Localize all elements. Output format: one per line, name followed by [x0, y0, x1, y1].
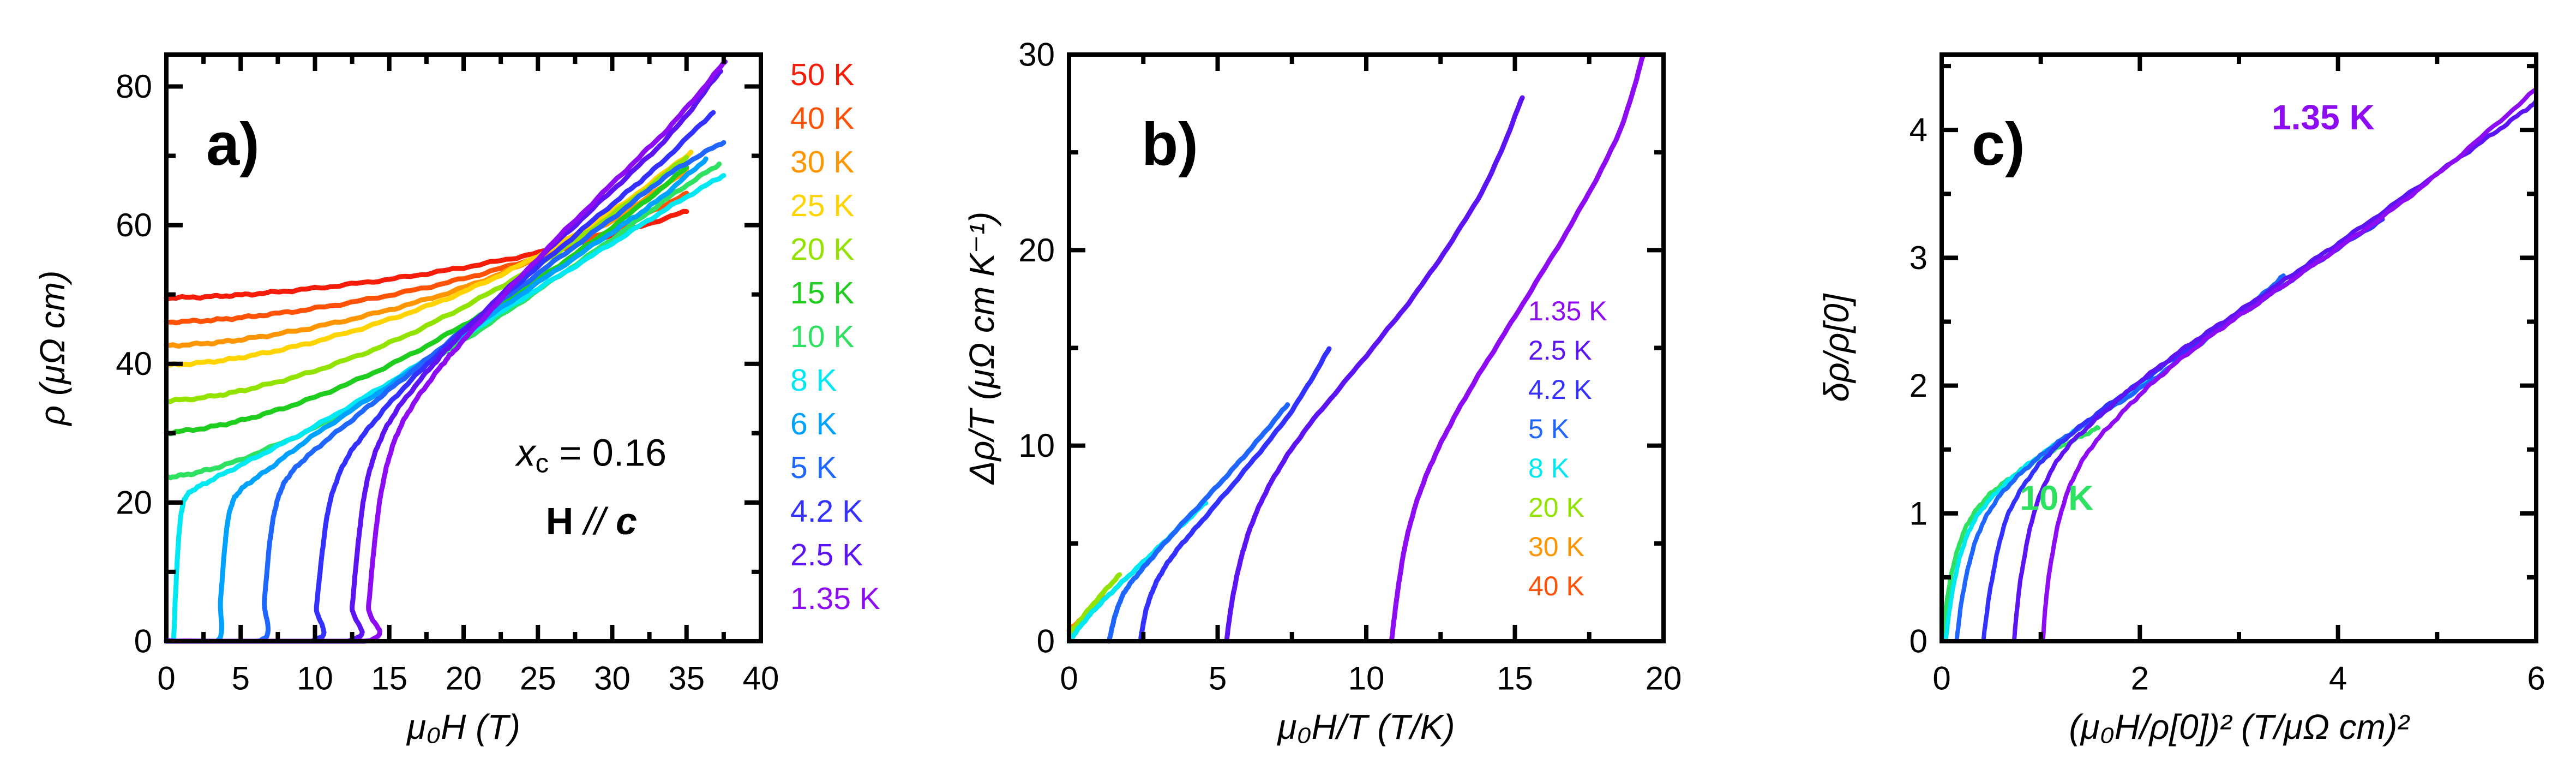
- legend-item-5-k-a: 5 K: [790, 450, 837, 485]
- legend-item-20-k-a: 20 K: [790, 232, 854, 267]
- x-tick-label-a: 20: [446, 660, 482, 697]
- series-2p5-k-c: [2011, 98, 2538, 643]
- legend-item-8-k-a: 8 K: [790, 363, 837, 398]
- x-tick-label-b: 5: [1209, 660, 1227, 697]
- series-5-k-a: [164, 140, 726, 644]
- series-6-k-a: [164, 156, 708, 644]
- series-5-k-c: [1954, 273, 2286, 643]
- annotation-temp-1p35K: 1.35 K: [2272, 98, 2375, 137]
- y-tick-label-b: 30: [1018, 37, 1055, 73]
- x-tick-label-a: 10: [297, 660, 333, 697]
- y-tick-label-c: 1: [1910, 495, 1928, 532]
- legend-item-8-k-b: 8 K: [1528, 453, 1569, 483]
- series-2p5-k-b: [1224, 95, 1525, 643]
- annotation-part: c: [616, 500, 637, 542]
- x-axis-label-c: (μ₀H/ρ[0])² (T/μΩ cm)²: [2069, 707, 2410, 747]
- x-tick-label-c: 4: [2329, 660, 2347, 697]
- series-15-k-a: [164, 165, 689, 437]
- y-tick-label-a: 80: [116, 68, 152, 105]
- series-1p35-k-a: [164, 59, 728, 644]
- y-tick-label-a: 0: [134, 623, 152, 660]
- annotation-part: c: [536, 449, 549, 478]
- annotation-part: = 0.16: [549, 431, 666, 474]
- legend-item-4p2-k-b: 4.2 K: [1528, 374, 1592, 405]
- x-tick-label-a: 0: [157, 660, 175, 697]
- series-4p2-k-c: [1981, 217, 2385, 643]
- legend-item-10-k-a: 10 K: [790, 319, 854, 354]
- legend-item-2p5-k-a: 2.5 K: [790, 538, 863, 572]
- panel-a: 0 5 10 15 20 25 30 35 40 0 20 40 60 80 μ₀H (T) ρ (μΩ cm…: [33, 52, 880, 747]
- legend-item-5-k-b: 5 K: [1528, 414, 1569, 444]
- y-axis-label-c: δρ/ρ[0]: [1817, 293, 1856, 402]
- annotation-composition: xc = 0.16: [515, 431, 667, 478]
- y-axis-label-a: ρ (μΩ cm): [33, 271, 72, 427]
- legend-item-4p2-k-a: 4.2 K: [790, 494, 863, 529]
- x-tick-label-a: 40: [743, 660, 779, 697]
- y-axis-label-b: Δρ/T (μΩ cm K⁻¹): [962, 212, 1001, 485]
- series-1p35-k-b: [1389, 54, 1646, 644]
- annotation-part: x: [515, 431, 537, 474]
- series-10-k-c: [1939, 425, 2100, 643]
- legend-item-6-k-a: 6 K: [790, 407, 837, 441]
- legend-item-40-k-b: 40 K: [1528, 571, 1584, 601]
- panel-b: 0 5 10 15 20 0 10 20 30 μ₀H/T (T/K) Δρ/T (μΩ cm K⁻…: [962, 37, 1682, 747]
- y-tick-label-c: 4: [1910, 112, 1928, 148]
- x-tick-label-a: 35: [668, 660, 705, 697]
- legend-item-30-k-a: 30 K: [790, 145, 854, 180]
- y-tick-label-c: 3: [1910, 240, 1928, 276]
- y-tick-label-a: 60: [116, 207, 152, 243]
- series-4p2-k-a: [164, 110, 716, 644]
- y-tick-label-c: 2: [1910, 367, 1928, 404]
- legend-item-25-k-a: 25 K: [790, 188, 854, 223]
- plot-frame-c: [1939, 52, 2538, 643]
- y-tick-label-c: 0: [1910, 623, 1928, 660]
- annotation-part: H: [546, 500, 574, 542]
- legend-item-50-k-a: 50 K: [790, 57, 854, 92]
- panel-letter-c: c): [1972, 111, 2025, 178]
- x-tick-label-a: 15: [371, 660, 407, 697]
- series-5-k-b: [1107, 402, 1290, 644]
- y-tick-label-b: 0: [1037, 623, 1055, 660]
- series-25-k-a: [164, 150, 694, 368]
- x-tick-label-b: 10: [1348, 660, 1385, 697]
- x-axis-label-b: μ₀H/T (T/K): [1276, 707, 1455, 747]
- x-tick-label-c: 6: [2527, 660, 2545, 697]
- x-tick-label-a: 25: [520, 660, 556, 697]
- panel-letter-a: a): [206, 111, 260, 178]
- y-tick-label-a: 20: [116, 484, 152, 521]
- series-8-k-a: [164, 173, 726, 644]
- series-20-k-b: [1066, 572, 1122, 636]
- y-tick-label-a: 40: [116, 345, 152, 382]
- x-tick-label-c: 0: [1932, 660, 1950, 697]
- legend-item-20-k-b: 20 K: [1528, 492, 1584, 523]
- legend-item-2p5-k-b: 2.5 K: [1528, 335, 1592, 366]
- y-tick-label-b: 10: [1018, 427, 1055, 464]
- legend-item-1p35-k-b: 1.35 K: [1528, 296, 1607, 326]
- series-4p2-k-b: [1138, 346, 1332, 644]
- x-tick-label-a: 5: [232, 660, 250, 697]
- legend-item-30-k-b: 30 K: [1528, 532, 1584, 562]
- legend-item-15-k-a: 15 K: [790, 276, 854, 311]
- y-tick-label-b: 20: [1018, 232, 1055, 268]
- series-2p5-k-a: [164, 69, 723, 644]
- x-tick-label-b: 20: [1646, 660, 1682, 697]
- panel-c: 0 2 4 6 0 1 2 3 4 (μ₀H/ρ[0])² (T/μΩ cm)² δρ/ρ[0] c)…: [1817, 52, 2545, 747]
- x-tick-label-b: 15: [1497, 660, 1533, 697]
- x-axis-label-a: μ₀H (T): [406, 707, 520, 747]
- series-1p35-k-c: [2040, 87, 2538, 643]
- legend-item-1p35-k-a: 1.35 K: [790, 581, 880, 616]
- annotation-temp-10K: 10 K: [2020, 479, 2093, 518]
- x-tick-label-c: 2: [2131, 660, 2149, 697]
- legend-item-40-k-a: 40 K: [790, 101, 854, 136]
- annotation-part: //: [573, 500, 616, 542]
- x-tick-label-a: 30: [594, 660, 631, 697]
- x-tick-label-b: 0: [1060, 660, 1078, 697]
- annotation-field-direction: H // c: [546, 500, 637, 542]
- panel-letter-b: b): [1142, 111, 1198, 178]
- series-20-k-a: [164, 154, 689, 404]
